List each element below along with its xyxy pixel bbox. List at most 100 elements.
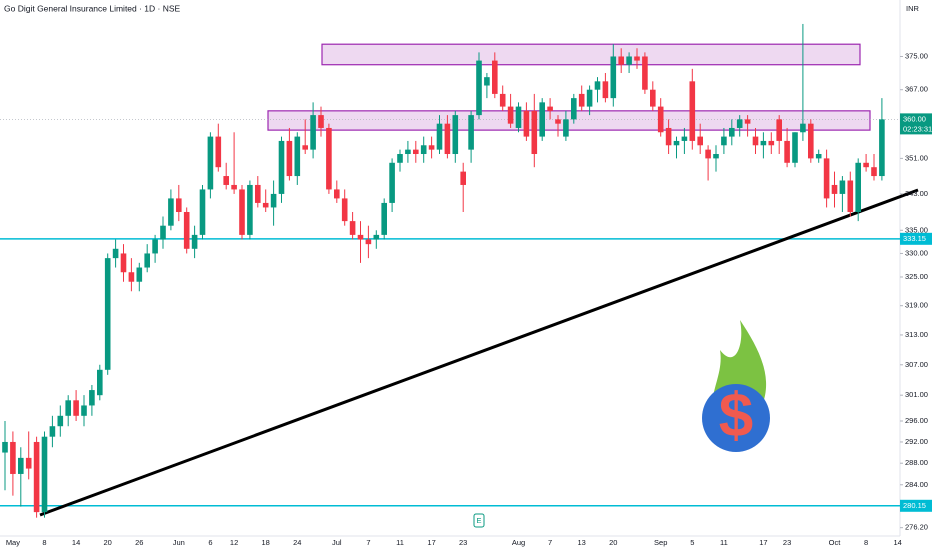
candle-body xyxy=(831,184,838,194)
candle-body xyxy=(768,140,775,146)
candle-body xyxy=(199,189,206,235)
zone xyxy=(321,43,861,66)
price-axis: 375.00 367.00 351.00 343.00 335.00 330.00 325.… xyxy=(900,51,932,532)
logo: $ xyxy=(702,320,770,452)
candle-body xyxy=(871,167,877,177)
candle-body xyxy=(176,198,182,212)
candle-body xyxy=(41,436,48,513)
candle-body xyxy=(104,258,111,370)
candle-body xyxy=(349,221,356,235)
candle-body xyxy=(452,115,459,155)
candle-body xyxy=(776,119,782,141)
candle-body xyxy=(341,198,348,222)
x-tick-label: 13 xyxy=(578,538,586,547)
candle-body xyxy=(713,154,719,159)
candle-body xyxy=(136,267,143,282)
candle-body xyxy=(760,140,767,146)
x-tick-label: 24 xyxy=(293,538,301,547)
candle-body xyxy=(460,171,466,185)
candle-body xyxy=(326,127,332,190)
y-tick-label: 343.00 xyxy=(905,189,928,198)
candle-body xyxy=(468,115,474,150)
candle-body xyxy=(57,415,64,427)
x-tick-label: 7 xyxy=(548,538,552,547)
candle-body xyxy=(112,248,119,259)
y-tick-label: 335.00 xyxy=(905,225,928,234)
candle-body xyxy=(444,123,451,155)
candle-body xyxy=(191,234,198,249)
candle-body xyxy=(563,119,569,137)
zones xyxy=(267,43,871,131)
candle-body xyxy=(65,400,71,416)
candle-body xyxy=(144,253,150,268)
candle-body xyxy=(81,405,87,416)
candle-body xyxy=(594,81,601,90)
x-tick-label: 26 xyxy=(135,538,143,547)
candle-body xyxy=(484,77,490,86)
candle-body xyxy=(278,140,285,194)
candles xyxy=(2,23,885,518)
candle-body xyxy=(152,239,158,254)
countdown: 02:23:31 xyxy=(903,124,932,133)
logo-globe xyxy=(702,384,770,452)
candle-body xyxy=(318,115,324,128)
x-tick-label: 20 xyxy=(609,538,617,547)
candle-body xyxy=(847,180,854,212)
candle-body xyxy=(499,93,506,107)
y-tick-label: 325.00 xyxy=(905,272,928,281)
candle-body xyxy=(262,202,269,208)
candle-body xyxy=(673,140,680,146)
time-axis: May 8 14 20 26 Jun 6 12 18 24 Jul 7 11 17 23 Aug 7 13 20 Se… xyxy=(6,538,902,547)
candle-body xyxy=(420,145,427,155)
candle-body xyxy=(665,127,672,146)
candle-body xyxy=(381,202,387,235)
x-tick-label: 5 xyxy=(690,538,694,547)
candle-body xyxy=(223,176,229,185)
candle-body xyxy=(705,149,711,159)
candle-body xyxy=(357,234,364,240)
price-label-box xyxy=(900,499,932,512)
y-tick-label: 284.00 xyxy=(905,480,928,489)
candle-body xyxy=(539,102,545,137)
currency: INR xyxy=(906,4,920,13)
y-tick-label: 375.00 xyxy=(905,51,928,60)
price-label: 333.15 xyxy=(903,234,926,243)
candle-body xyxy=(863,162,869,168)
candle-body xyxy=(255,184,261,203)
candle-body xyxy=(247,184,253,235)
candle-body xyxy=(239,189,245,235)
candle-body xyxy=(515,106,522,128)
candle-body xyxy=(729,127,735,137)
candle-body xyxy=(602,81,609,99)
x-tick-label: May xyxy=(6,538,20,547)
candle-body xyxy=(397,154,403,163)
x-tick-label: 14 xyxy=(72,538,80,547)
x-tick-label: Jul xyxy=(332,538,342,547)
candle-body xyxy=(839,180,846,194)
candle-body xyxy=(97,369,103,396)
candle-body xyxy=(231,184,237,190)
y-tick-label: 367.00 xyxy=(905,85,928,94)
candle-body xyxy=(294,136,301,177)
x-tick-label: 11 xyxy=(396,538,404,547)
x-tick-label: Aug xyxy=(512,538,525,547)
candle-body xyxy=(310,115,316,150)
candle-body xyxy=(618,56,624,65)
candle-body xyxy=(642,56,648,90)
candle-body xyxy=(879,119,885,177)
price-label-box xyxy=(900,232,932,245)
price-label: 280.15 xyxy=(903,501,926,510)
candle-body xyxy=(334,189,340,199)
candle-body xyxy=(578,93,585,107)
y-tick-label: 288.00 xyxy=(905,458,928,467)
candle-body xyxy=(18,457,24,474)
candle-body xyxy=(33,441,40,513)
candle-body xyxy=(610,56,617,99)
earnings-badge xyxy=(473,513,485,528)
candle-body xyxy=(25,457,32,469)
candle-body xyxy=(49,426,56,437)
candle-body xyxy=(436,123,443,150)
candle-body xyxy=(800,123,806,133)
